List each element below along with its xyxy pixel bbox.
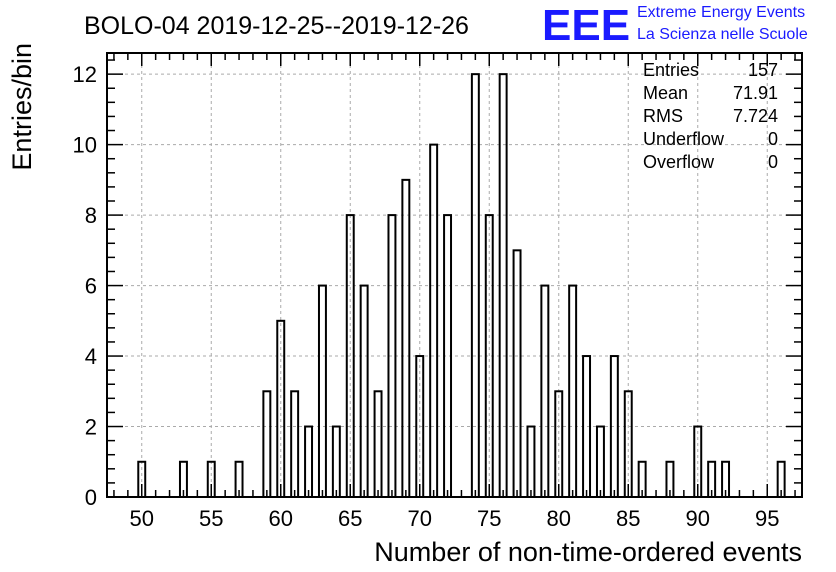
- logo-line2: La Scienza nelle Scuole: [637, 26, 808, 43]
- x-tick-label: 80: [547, 506, 571, 531]
- y-tick-label: 4: [85, 344, 97, 369]
- x-tick-label: 55: [199, 506, 223, 531]
- histogram-bar: [429, 143, 439, 498]
- y-tick-label: 8: [85, 203, 97, 228]
- stats-value: 157: [748, 60, 778, 80]
- y-tick-label: 10: [73, 133, 97, 158]
- stats-value: 0: [768, 152, 778, 172]
- histogram-bar: [401, 178, 411, 498]
- logo-mark: EEE: [542, 1, 630, 50]
- eee-logo: EEE Extreme Energy Events La Scienza nel…: [542, 1, 808, 50]
- tick-labels: 50 55 60 65 70 75 80 85 90 95 0 2 4 6 8 10 12: [73, 62, 780, 531]
- stats-value: 0: [768, 129, 778, 149]
- histogram-bar: [359, 284, 369, 499]
- stats-label: Overflow: [643, 152, 715, 172]
- x-tick-label: 65: [338, 506, 362, 531]
- x-tick-label: 85: [616, 506, 640, 531]
- x-tick-label: 90: [686, 506, 710, 531]
- stats-value: 71.91: [733, 83, 778, 103]
- y-axis-title: Entries/bin: [7, 43, 37, 171]
- histogram-bar: [317, 284, 327, 499]
- y-tick-label: 12: [73, 62, 97, 87]
- x-tick-label: 60: [269, 506, 293, 531]
- x-tick-label: 50: [130, 506, 154, 531]
- x-tick-label: 95: [755, 506, 779, 531]
- y-tick-label: 0: [85, 485, 97, 510]
- histogram-bar: [540, 284, 550, 499]
- stats-label: Underflow: [643, 129, 725, 149]
- grid-lines: [107, 53, 802, 497]
- x-axis-title: Number of non-time-ordered events: [374, 537, 802, 567]
- stats-label: RMS: [643, 106, 683, 126]
- histogram-bar: [595, 425, 605, 498]
- stats-value: 7.724: [733, 106, 778, 126]
- stats-label: Mean: [643, 83, 688, 103]
- stats-box: Entries 157 Mean 71.91 RMS 7.724 Underflow 0 Ove…: [643, 60, 778, 172]
- y-tick-label: 2: [85, 415, 97, 440]
- plot-frame: [106, 52, 803, 498]
- histogram-bar: [526, 425, 536, 498]
- histogram-bar: [373, 390, 383, 498]
- histogram-bar: [568, 284, 578, 499]
- histogram-bar: [304, 425, 314, 498]
- x-tick-label: 75: [477, 506, 501, 531]
- stats-label: Entries: [643, 60, 699, 80]
- axes: [106, 52, 803, 498]
- histogram-bar: [262, 390, 272, 498]
- y-tick-label: 6: [85, 274, 97, 299]
- histogram-bar: [290, 390, 300, 498]
- x-tick-label: 70: [408, 506, 432, 531]
- histogram-bar: [331, 425, 341, 498]
- logo-line1: Extreme Energy Events: [637, 4, 805, 21]
- chart-title: BOLO-04 2019-12-25--2019-12-26: [84, 12, 469, 40]
- histogram-bar: [512, 249, 522, 498]
